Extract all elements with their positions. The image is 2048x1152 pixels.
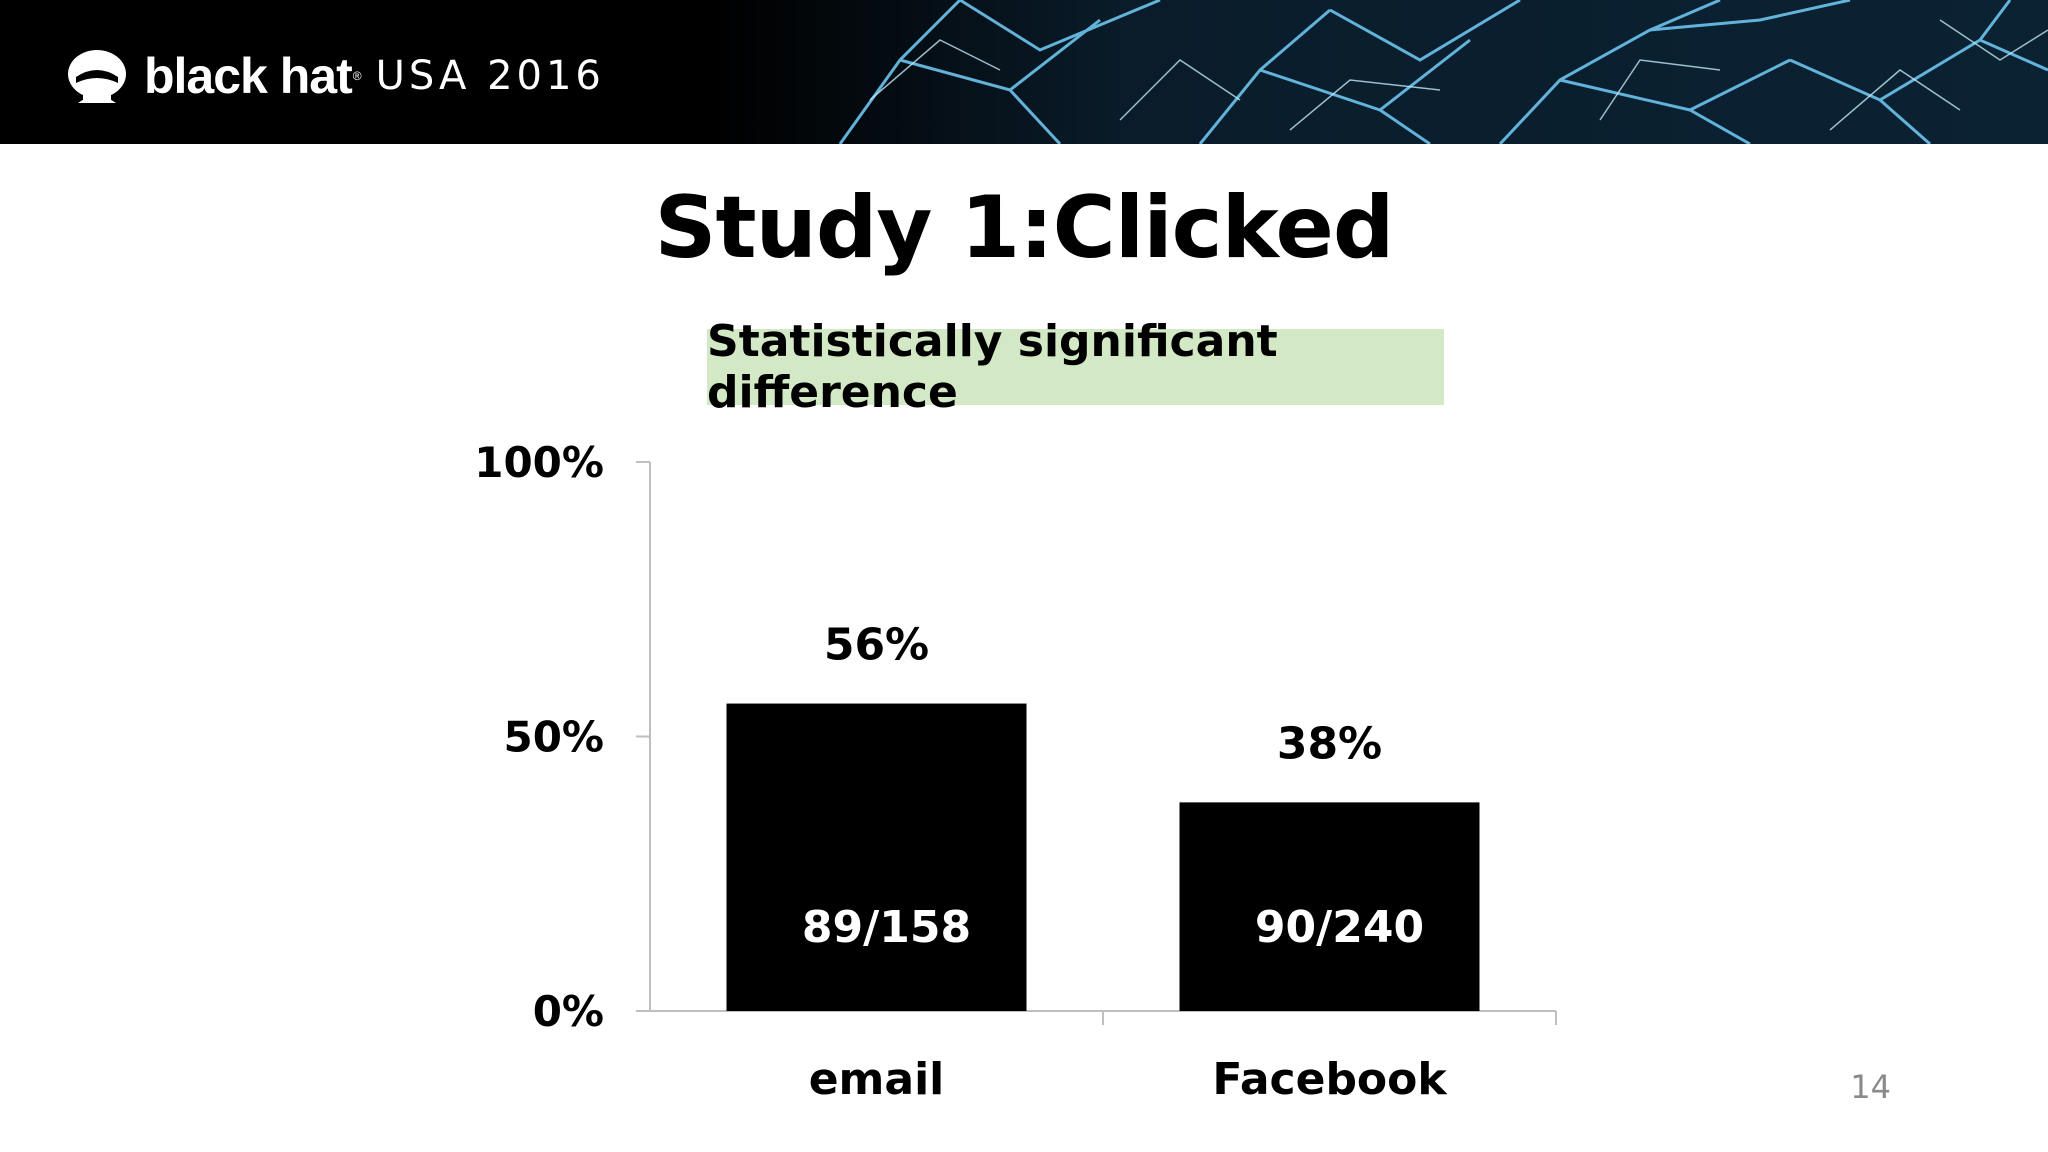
shattered-glass-graphic <box>0 0 2048 144</box>
category-label: email <box>809 1054 945 1105</box>
y-tick-label: 100% <box>474 438 604 487</box>
category-label: Facebook <box>1212 1054 1448 1105</box>
hat-spy-icon <box>68 50 126 103</box>
bar-count-label: 89/158 <box>802 902 971 953</box>
event-name: USA 2016 <box>375 53 605 99</box>
slide-title: Study 1:Clicked <box>654 178 1395 278</box>
bar <box>726 703 1027 1011</box>
y-tick-label: 0% <box>533 987 604 1036</box>
bar-value-label: 38% <box>1277 718 1382 769</box>
bar-value-label: 56% <box>824 620 929 671</box>
blackhat-logo: black hat ® USA 2016 <box>66 46 605 106</box>
page-number: 14 <box>1850 1068 1891 1106</box>
brand-name: black hat <box>144 48 353 104</box>
slide-header: black hat ® USA 2016 <box>0 0 2048 144</box>
bar-count-label: 90/240 <box>1255 902 1424 953</box>
y-tick-label: 50% <box>503 713 604 762</box>
bar <box>1179 802 1480 1011</box>
registered-mark: ® <box>352 69 362 83</box>
